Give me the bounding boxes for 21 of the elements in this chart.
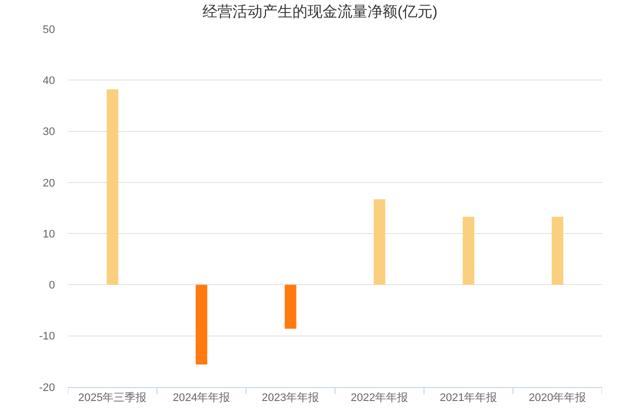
chart-title: 经营活动产生的现金流量净额(亿元)	[202, 4, 438, 21]
x-tick-label: 2024年年报	[172, 392, 230, 404]
y-tick-label: 30	[42, 126, 55, 138]
x-tick-label: 2021年年报	[440, 392, 498, 404]
x-tick-label: 2020年年报	[528, 392, 586, 404]
y-tick-label: 0	[48, 280, 55, 292]
x-tick-label: 2025年三季报	[78, 391, 147, 404]
bar	[462, 216, 474, 285]
y-tick-label: 50	[42, 24, 55, 36]
bar	[284, 284, 296, 329]
bar	[374, 199, 386, 285]
x-tick-label: 2023年年报	[262, 392, 320, 404]
x-tick-label: 2022年年报	[350, 392, 408, 404]
y-tick-label: -20	[39, 382, 55, 394]
y-tick-label: 20	[42, 177, 55, 190]
bar	[106, 89, 118, 285]
bar	[552, 216, 564, 285]
y-tick-label: -10	[39, 330, 55, 343]
bar	[196, 284, 208, 364]
y-tick-label: 10	[42, 228, 55, 240]
y-tick-label: 40	[42, 74, 55, 87]
